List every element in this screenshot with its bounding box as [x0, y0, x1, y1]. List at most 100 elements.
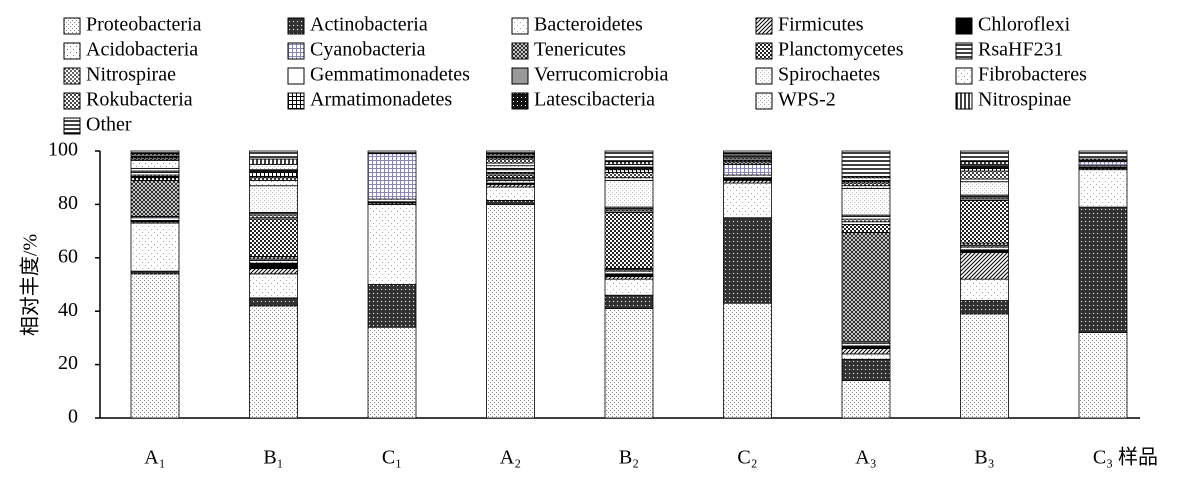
- legend-label: Armatimonadetes: [310, 89, 452, 111]
- x-tick-label: C₂: [737, 447, 757, 469]
- bar-segment: [130, 179, 180, 217]
- bar-segment: [604, 179, 654, 208]
- bar-segment: [249, 273, 298, 299]
- legend-label: RsaHF231: [978, 39, 1064, 61]
- legend-label: WPS-2: [778, 89, 836, 111]
- legend-swatch: [511, 42, 529, 60]
- x-tick-label: A₁: [144, 447, 165, 469]
- bar-segment: [841, 185, 891, 189]
- y-tick-label: 0: [68, 406, 78, 428]
- legend-swatch: [63, 92, 81, 110]
- legend-label: Verrucomicrobia: [534, 64, 669, 86]
- legend-swatch: [63, 42, 81, 60]
- legend-label: Spirochaetes: [778, 64, 880, 86]
- bar-segment: [486, 203, 535, 419]
- legend-swatch: [287, 17, 305, 35]
- y-tick-label: 100: [48, 139, 78, 161]
- legend-label: Firmicutes: [778, 14, 864, 36]
- legend-label: Nitrospirae: [86, 64, 176, 86]
- bar-segment: [367, 150, 417, 155]
- bar-segment: [960, 249, 1009, 253]
- bar-segment: [130, 171, 180, 176]
- bar-segment: [249, 297, 298, 307]
- bar-segment: [486, 169, 535, 173]
- bar-segment: [604, 308, 654, 419]
- bar-segment: [960, 150, 1009, 163]
- bar-segment: [486, 150, 535, 155]
- bar-segment: [1078, 206, 1128, 333]
- y-tick-label: 80: [58, 192, 78, 214]
- legend-swatch: [955, 67, 973, 85]
- bar-segment: [604, 150, 654, 163]
- bar-segment: [960, 181, 1009, 196]
- legend-swatch: [63, 17, 81, 35]
- bar-segment: [841, 150, 891, 177]
- legend-swatch: [511, 67, 529, 85]
- bar-segment: [249, 171, 298, 179]
- bar-segment: [723, 150, 772, 155]
- bar-segment: [841, 224, 891, 233]
- bar-segment: [130, 150, 180, 155]
- bar-segment: [723, 179, 772, 184]
- bar-segment: [1078, 150, 1128, 160]
- legend-swatch: [955, 17, 973, 35]
- bar-segment: [249, 179, 298, 187]
- bar-segment: [249, 177, 298, 181]
- bar-segment: [130, 167, 180, 172]
- legend-label: Planctomycetes: [778, 39, 904, 61]
- bar-segment: [723, 161, 772, 165]
- bar-segment: [960, 313, 1009, 419]
- bar-segment: [486, 174, 535, 179]
- bar-segment: [604, 161, 654, 165]
- bar-segment: [960, 199, 1009, 244]
- y-tick-label: 40: [58, 299, 78, 321]
- bar-segment: [723, 182, 772, 219]
- bar-segment: [604, 169, 654, 173]
- bar-segment: [723, 177, 772, 181]
- bar-segment: [249, 163, 298, 171]
- bar-segment: [960, 252, 1009, 280]
- legend-swatch: [63, 117, 81, 135]
- legend-swatch: [755, 67, 773, 85]
- x-tick-label: C₃: [1093, 447, 1113, 469]
- bar-segment: [960, 165, 1009, 169]
- bar-segment: [604, 166, 654, 171]
- legend-label: Chloroflexi: [978, 14, 1071, 36]
- bar-segment: [960, 170, 1009, 180]
- x-tick-label: A₂: [500, 447, 521, 469]
- x-tick-label: C₁: [382, 447, 402, 469]
- bar-segment: [841, 345, 891, 349]
- bar-segment: [604, 270, 654, 275]
- legend-swatch: [955, 92, 973, 110]
- bar-segment: [841, 182, 891, 187]
- x-tick-label: A₃: [855, 447, 876, 469]
- legend-label: Fibrobacteres: [978, 64, 1087, 86]
- y-tick-label: 20: [58, 352, 78, 374]
- bar-segment: [841, 232, 891, 343]
- bar-segment: [1078, 169, 1128, 208]
- legend-swatch: [511, 92, 529, 110]
- bar-segment: [604, 212, 654, 269]
- bar-segment: [723, 217, 772, 304]
- bar-segment: [130, 273, 180, 419]
- legend-label: Nitrospinae: [978, 89, 1071, 111]
- legend-swatch: [63, 67, 81, 85]
- bar-segment: [841, 221, 891, 225]
- bar-segment: [130, 222, 180, 272]
- legend-label: Rokubacteria: [86, 89, 193, 111]
- bar-segment: [486, 186, 535, 201]
- bar-segment: [249, 218, 298, 257]
- bar-segment: [249, 256, 298, 260]
- bar-segment: [249, 150, 298, 160]
- legend-label: Other: [86, 114, 132, 136]
- x-tick-label: B₁: [263, 447, 283, 469]
- bar-segment: [1078, 332, 1128, 419]
- bar-segment: [249, 268, 298, 275]
- legend-label: Latescibacteria: [534, 89, 655, 111]
- bar-segment: [841, 218, 891, 223]
- x-tick-label: B₃: [974, 447, 994, 469]
- bar-segment: [604, 177, 654, 181]
- legend-label: Gemmatimonadetes: [310, 64, 470, 86]
- legend-swatch: [511, 17, 529, 35]
